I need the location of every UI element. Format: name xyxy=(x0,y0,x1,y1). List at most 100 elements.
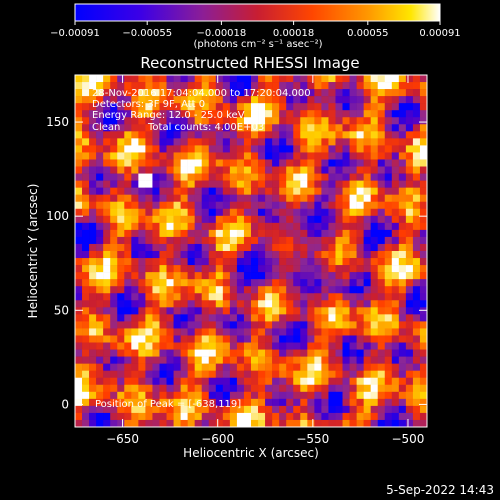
heatmap-cell xyxy=(208,180,217,188)
heatmap-cell xyxy=(321,377,329,386)
heatmap-cell xyxy=(194,293,203,301)
heatmap-cell xyxy=(201,391,210,400)
heatmap-cell xyxy=(236,96,245,104)
heatmap-cell xyxy=(145,377,153,386)
heatmap-cell xyxy=(272,117,280,125)
heatmap-cell xyxy=(349,215,357,224)
heatmap-cell xyxy=(96,166,104,174)
x-axis-ticks: −650 −600 −550 −500 xyxy=(106,75,424,446)
heatmap-cell xyxy=(103,286,111,294)
heatmap-cell xyxy=(307,251,315,259)
heatmap-cell xyxy=(419,419,428,428)
heatmap-cell xyxy=(398,229,407,238)
heatmap-cell xyxy=(215,258,224,266)
heatmap-cell xyxy=(377,166,386,174)
heatmap-cell xyxy=(152,110,160,118)
heatmap-cell xyxy=(377,370,386,379)
heatmap-cell xyxy=(258,412,266,421)
heatmap-cell xyxy=(145,131,153,139)
heatmap-cell xyxy=(363,300,371,308)
heatmap-cell xyxy=(145,138,153,146)
heatmap-cell xyxy=(229,356,238,364)
heatmap-cell xyxy=(342,391,350,400)
heatmap-cell xyxy=(391,293,400,301)
heatmap-cell xyxy=(321,201,329,210)
heatmap-cell xyxy=(384,138,393,146)
heatmap-cell xyxy=(152,272,160,280)
heatmap-cell xyxy=(194,96,203,104)
heatmap-cell xyxy=(412,236,421,245)
heatmap-cell xyxy=(159,314,167,322)
heatmap-cell xyxy=(398,265,407,273)
heatmap-cell xyxy=(258,103,266,111)
heatmap-cell xyxy=(349,251,357,259)
heatmap-cell xyxy=(103,335,111,343)
heatmap-cell xyxy=(243,272,252,280)
heatmap-cell xyxy=(251,419,259,428)
heatmap-cell xyxy=(370,342,379,350)
heatmap-cell xyxy=(272,384,280,393)
heatmap-cell xyxy=(222,173,231,181)
heatmap-cell xyxy=(173,145,181,153)
heatmap-cell xyxy=(265,398,273,407)
heatmap-cell xyxy=(321,405,329,414)
heatmap-cell xyxy=(96,412,104,421)
heatmap-cell xyxy=(300,187,308,195)
heatmap-cell xyxy=(229,419,238,428)
heatmap-cell xyxy=(321,89,329,97)
annotation-time-range: 28-Nov-2016 17:04:04.000 to 17:20:04.000 xyxy=(92,88,311,99)
heatmap-cell xyxy=(279,103,287,111)
heatmap-cell xyxy=(377,356,386,364)
heatmap-cell xyxy=(89,258,97,266)
heatmap-cell xyxy=(300,265,308,273)
heatmap-cell xyxy=(117,349,125,357)
y-axis-label: Heliocentric Y (arcsec) xyxy=(26,184,40,319)
heatmap-cell xyxy=(194,265,203,273)
heatmap-cell xyxy=(75,117,83,125)
heatmap-cell xyxy=(265,243,273,252)
heatmap-cell xyxy=(145,356,153,364)
heatmap-cell xyxy=(370,328,379,336)
heatmap-cell xyxy=(173,103,181,111)
heatmap-cell xyxy=(110,89,118,97)
heatmap-cell xyxy=(279,236,287,245)
heatmap-cell xyxy=(265,363,273,371)
heatmap-cell xyxy=(187,342,195,350)
heatmap-cell xyxy=(159,138,167,146)
heatmap-cell xyxy=(82,75,90,83)
heatmap-cell xyxy=(335,208,343,217)
heatmap-cell xyxy=(412,103,421,111)
heatmap-cell xyxy=(328,349,336,357)
heatmap-cell xyxy=(152,124,160,132)
heatmap-cell xyxy=(279,215,287,224)
heatmap-cell xyxy=(293,75,301,83)
heatmap-cell xyxy=(349,314,357,322)
heatmap-cell xyxy=(201,342,210,350)
heatmap-cell xyxy=(349,419,357,428)
heatmap-cell xyxy=(286,398,294,407)
heatmap-cell xyxy=(180,124,188,132)
heatmap-cell xyxy=(279,279,287,287)
heatmap-cell xyxy=(166,103,174,111)
heatmap-cell xyxy=(342,342,350,350)
heatmap-cell xyxy=(201,279,210,287)
heatmap-cell xyxy=(286,251,294,259)
heatmap-cell xyxy=(384,335,393,343)
heatmap-cell xyxy=(117,335,125,343)
heatmap-cell xyxy=(279,110,287,118)
heatmap-cell xyxy=(103,243,111,252)
heatmap-cell xyxy=(412,89,421,97)
heatmap-cell xyxy=(328,243,336,252)
heatmap-cell xyxy=(96,384,104,393)
heatmap-cell xyxy=(180,377,188,386)
heatmap-cell xyxy=(131,131,139,139)
heatmap-cell xyxy=(328,152,336,160)
heatmap-cell xyxy=(110,201,118,210)
heatmap-cell xyxy=(286,356,294,364)
heatmap-cell xyxy=(412,243,421,252)
heatmap-cell xyxy=(82,307,90,315)
heatmap-cell xyxy=(82,173,90,181)
heatmap-cell xyxy=(145,173,153,181)
heatmap-cell xyxy=(300,166,308,174)
heatmap-cell xyxy=(293,222,301,231)
